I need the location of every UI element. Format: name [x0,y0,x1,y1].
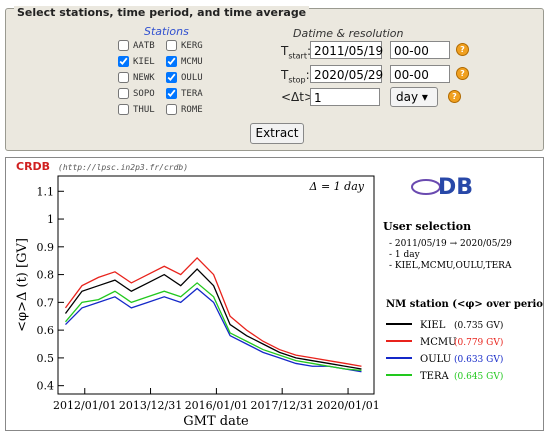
t: T [281,68,289,82]
tstop-label: Tstop: [281,68,310,84]
tstop-time[interactable]: 00-00 [390,65,450,83]
extract-button[interactable]: Extract [250,123,304,144]
station-checkbox[interactable] [118,72,129,83]
y-tick-label: 0.4 [37,380,55,393]
y-tick-label: 1 [47,213,54,226]
colon: : [306,44,312,58]
side-line: - KIEL,MCMU,OULU,TERA [389,261,512,271]
tstart-label: Tstart: [281,44,311,60]
dt-unit-text: day [396,90,419,104]
station-option[interactable]: MCMU [166,56,203,67]
station-option[interactable]: TERA [166,88,203,99]
series-line [64,268,362,370]
tstart-date[interactable]: 2011/05/19 [310,41,383,59]
tstop-date[interactable]: 2020/05/29 [310,65,383,83]
x-tick-label: 2020/01/01 [316,399,379,412]
help-icon[interactable]: ? [448,90,461,103]
station-name: TERA [181,88,203,99]
chart-panel: CRDB (http://lpsc.in2p3.fr/crdb) 0.4 0.5 0.6… [5,157,550,431]
station-checkbox[interactable] [118,88,129,99]
station-checkbox[interactable] [166,72,177,83]
colon: : [305,68,310,82]
station-checkbox[interactable] [118,104,129,115]
station-name: AATB [133,40,155,51]
legend-name: MCMU [420,337,457,348]
annotation: Δ = 1 day [309,180,365,193]
station-name: ROME [181,104,203,115]
station-name: THUL [133,104,155,115]
station-name: MCMU [181,56,203,67]
logo-swirl [411,179,441,195]
station-name: OULU [181,72,203,83]
station-option[interactable]: ROME [166,104,203,115]
x-tick-label: 2016/01/01 [185,399,248,412]
x-axis-label: GMT date [183,414,249,429]
legend-mean: (0.645 GV) [454,371,503,382]
station-name: KERG [181,40,203,51]
station-option[interactable]: NEWK [118,72,155,83]
logo: DB [438,175,473,200]
stations-title: Stations [144,25,189,38]
selection-form: Select stations, time period, and time a… [5,6,544,151]
y-axis-label: <φ>Δ (t) [GV] [15,238,30,332]
y-tick-label: 0.8 [37,269,55,282]
legend-name: KIEL [420,320,446,331]
series-line [64,256,362,367]
help-icon[interactable]: ? [456,67,469,80]
side-line: - 1 day [389,250,421,260]
series-line [65,287,362,373]
station-name: KIEL [133,56,155,67]
station-option[interactable]: AATB [118,40,155,51]
legend-mean: (0.779 GV) [454,337,503,348]
chart: CRDB (http://lpsc.in2p3.fr/crdb) 0.4 0.5 0.6… [15,160,550,429]
station-name: NEWK [133,72,155,83]
side-line: - 2011/05/19 → 2020/05/29 [389,239,512,249]
y-tick-label: 0.5 [37,352,55,365]
dt-label: <Δt>: [281,90,319,104]
series-line [64,282,362,372]
sub: start [288,51,307,61]
station-option[interactable]: THUL [118,104,155,115]
y-tick-label: 1.1 [37,185,55,198]
x-tick-label: 2017/12/31 [250,399,313,412]
legend-name: OULU [420,354,451,365]
dt-unit[interactable]: day ▾ [390,87,438,107]
legend-title: NM station (<φ> over period) [386,299,543,310]
form-legend: Select stations, time period, and time a… [14,6,310,19]
station-checkbox[interactable] [166,56,177,67]
legend-mean: (0.735 GV) [454,320,503,331]
brand: CRDB [16,160,50,173]
station-checkbox[interactable] [166,104,177,115]
station-option[interactable]: KIEL [118,56,155,67]
legend-mean: (0.633 GV) [454,354,503,365]
tstart-time[interactable]: 00-00 [390,41,450,59]
x-tick-label: 2013/12/31 [119,399,182,412]
datime-title: Datime & resolution [293,27,404,40]
station-checkbox[interactable] [118,56,129,67]
plot-frame [57,175,375,395]
station-checkbox[interactable] [166,40,177,51]
t: T [281,44,289,58]
y-tick-label: 0.6 [37,324,55,337]
station-checkbox[interactable] [166,88,177,99]
station-option[interactable]: KERG [166,40,203,51]
station-name: SOPO [133,88,155,99]
y-tick-label: 0.9 [37,241,55,254]
dt-value[interactable]: 1 [310,88,380,106]
x-tick-label: 2012/01/01 [53,399,116,412]
sub: stop [288,75,306,85]
y-tick-label: 0.7 [37,296,55,309]
station-option[interactable]: OULU [166,72,203,83]
url: (http://lpsc.in2p3.fr/crdb) [58,163,188,172]
help-icon[interactable]: ? [456,43,469,56]
side-title: User selection [383,220,471,233]
station-option[interactable]: SOPO [118,88,155,99]
legend-name: TERA [420,371,449,382]
station-checkbox[interactable] [118,40,129,51]
